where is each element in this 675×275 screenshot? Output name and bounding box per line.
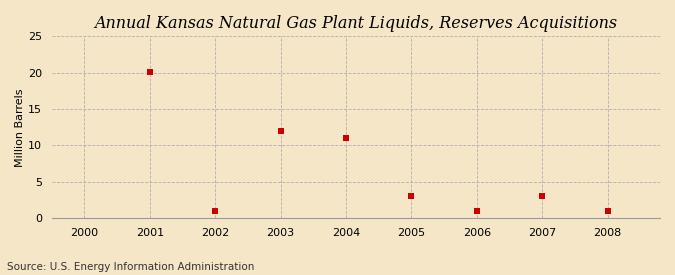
Point bbox=[471, 209, 482, 213]
Text: Source: U.S. Energy Information Administration: Source: U.S. Energy Information Administ… bbox=[7, 262, 254, 272]
Y-axis label: Million Barrels: Million Barrels bbox=[15, 88, 25, 167]
Point bbox=[275, 129, 286, 133]
Point bbox=[341, 136, 352, 141]
Point bbox=[406, 194, 417, 198]
Point bbox=[144, 70, 155, 74]
Point bbox=[602, 209, 613, 213]
Point bbox=[210, 209, 221, 213]
Point bbox=[537, 194, 547, 198]
Title: Annual Kansas Natural Gas Plant Liquids, Reserves Acquisitions: Annual Kansas Natural Gas Plant Liquids,… bbox=[95, 15, 618, 32]
